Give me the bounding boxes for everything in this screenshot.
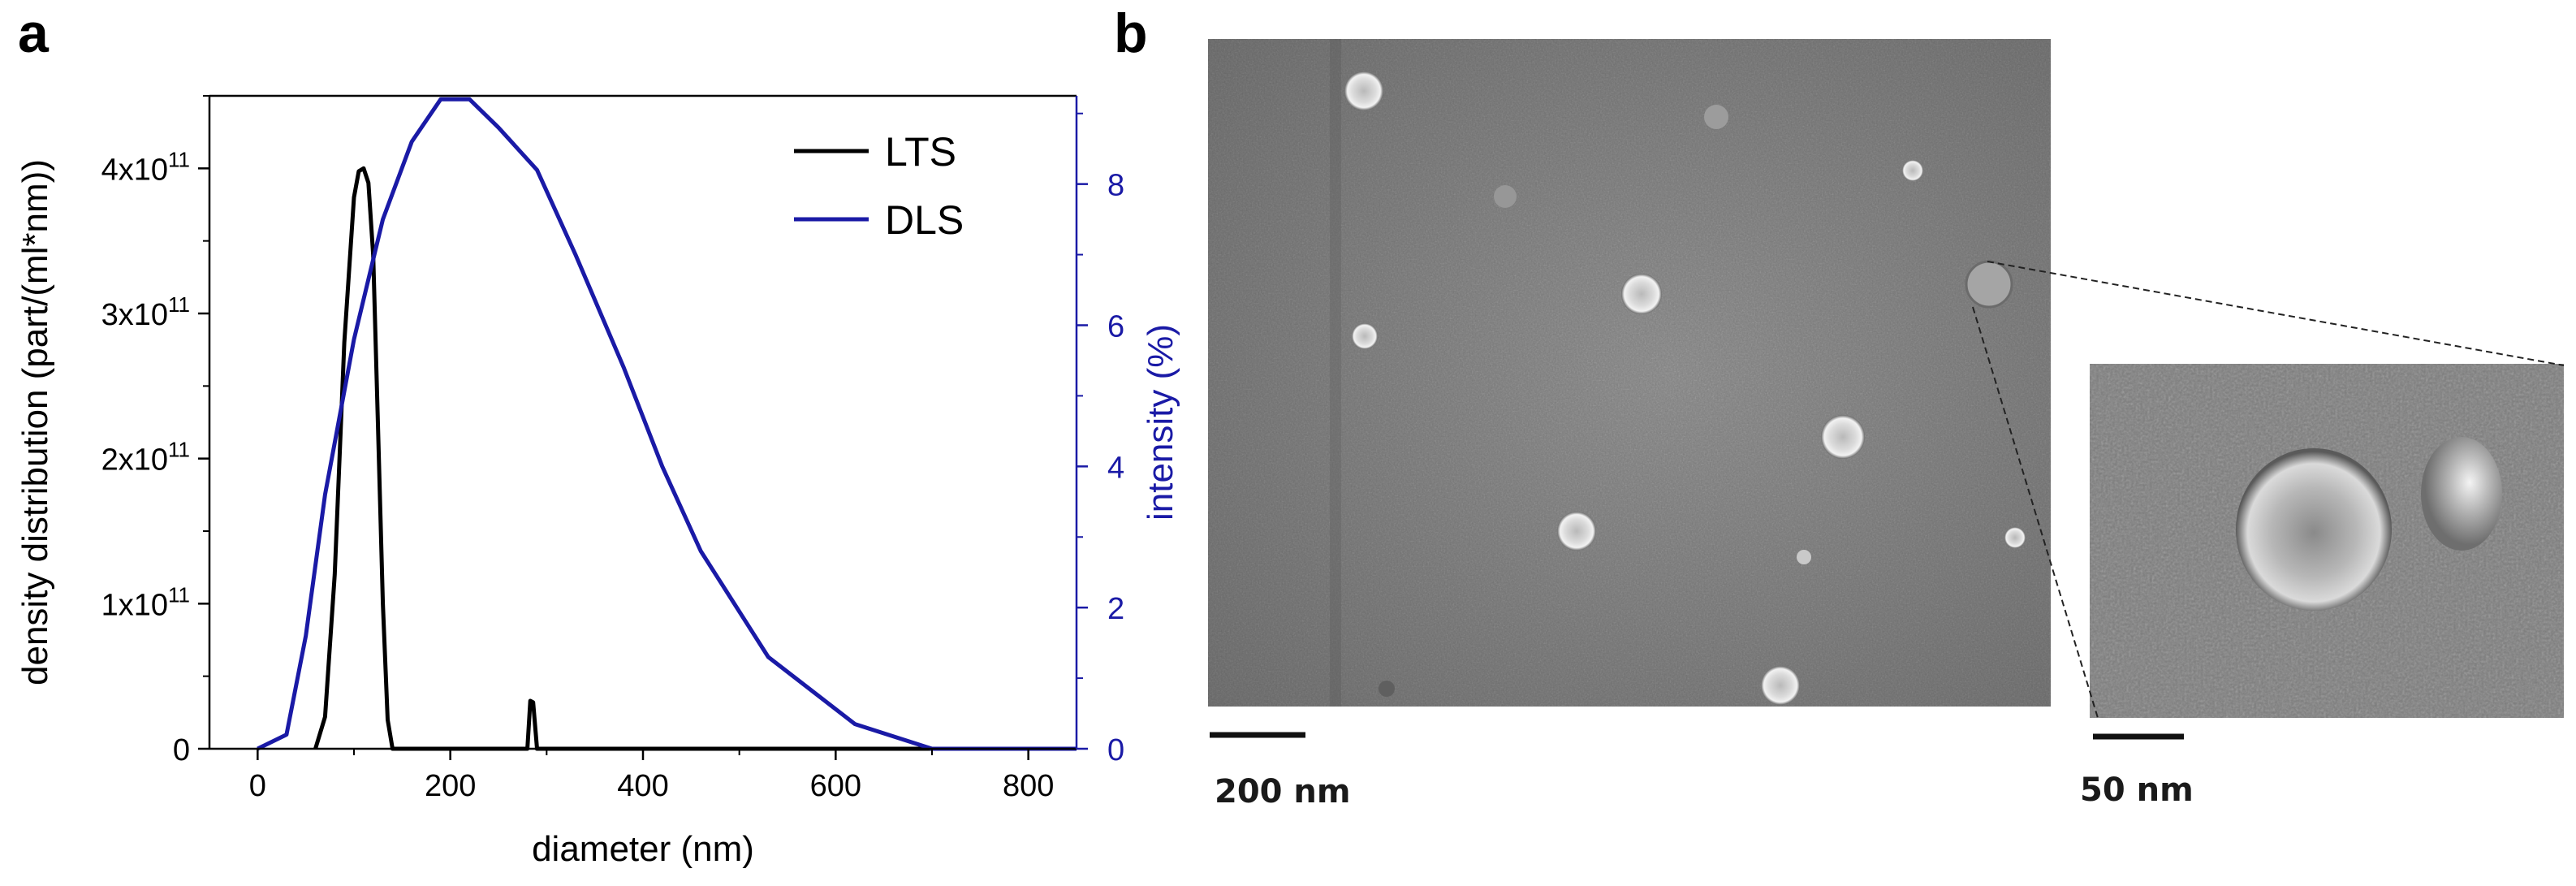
y-left-tick-label: 1x1011: [101, 582, 190, 622]
y-right-tick-label: 4: [1107, 451, 1124, 485]
y-right-tick-label: 0: [1107, 733, 1124, 767]
panel-label-a: a: [18, 2, 49, 64]
series-line-lts: [313, 166, 932, 751]
x-tick-label: 600: [810, 769, 861, 803]
scale-label-main: 200 nm: [1215, 773, 1351, 810]
tem-inset-image: [2090, 364, 2564, 718]
y-right-tick-label: 2: [1107, 592, 1124, 626]
x-tick-label: 800: [1003, 769, 1054, 803]
y-left-tick-label: 2x1011: [101, 438, 190, 478]
y-right-tick-label: 6: [1107, 309, 1124, 344]
x-tick-label: 400: [617, 769, 668, 803]
x-tick-label: 0: [249, 769, 266, 803]
y-right-tick-label: 8: [1107, 169, 1124, 203]
series-line-dls: [257, 97, 1077, 751]
y-left-axis-label: density distribution (part/(ml*nm)): [15, 159, 55, 685]
y-right-axis-label: intensity (%): [1141, 324, 1180, 521]
y-left-tick-label: 4x1011: [101, 147, 190, 187]
scale-label-inset: 50 nm: [2080, 771, 2194, 809]
legend-label-dls: DLS: [885, 197, 964, 243]
tem-micrograph-main: [1208, 39, 2051, 707]
plot-area: 0 200 400 600 800 0 1x1011 2x1011 3x1011 4x1011 0 2…: [15, 94, 1180, 869]
x-tick-label: 200: [425, 769, 476, 803]
tem-micrograph-inset: [2090, 364, 2564, 718]
x-axis-label: diameter (nm): [532, 829, 754, 869]
tem-main-image: [1208, 39, 2051, 707]
y-left-tick-label: 3x1011: [101, 292, 190, 332]
panel-label-b: b: [1114, 2, 1148, 64]
legend-label-lts: LTS: [885, 129, 956, 175]
y-left-tick-label: 0: [173, 733, 190, 767]
